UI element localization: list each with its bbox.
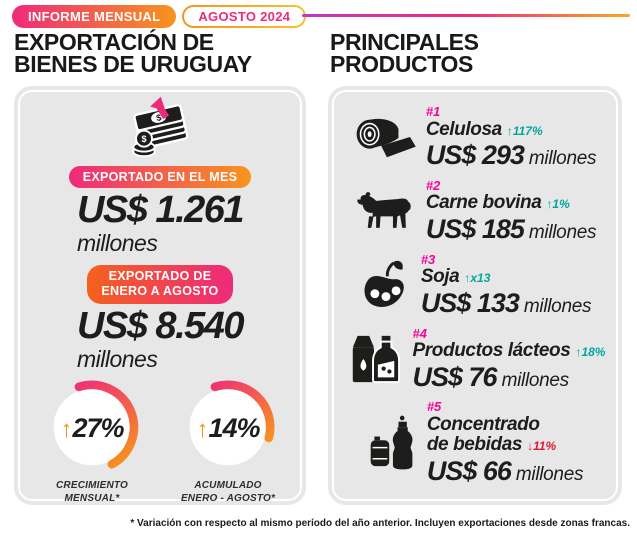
up-arrow-icon: ↑: [575, 344, 582, 359]
change-badge: ↑117%: [506, 123, 543, 138]
ytd-export-value: US$ 8.540 millones: [76, 305, 245, 372]
product-name: Concentrado: [426, 413, 540, 435]
svg-text:$: $: [141, 134, 146, 144]
exports-card: $ $ EXPORTADO EN EL MES US$ 1.261 millon…: [14, 86, 306, 505]
ytd-growth-gauge: ↑14% ACUMULADO ENERO - AGOSTO*: [172, 379, 284, 505]
product-rank: #3: [420, 251, 436, 267]
product-name-line2: de bebidas ↓11%: [426, 434, 557, 456]
up-arrow-icon: ↑: [546, 197, 553, 212]
product-value: US$ 185: [425, 214, 525, 245]
up-arrow-icon: ↑: [196, 416, 209, 443]
gauge-chart: [53, 380, 139, 469]
pulp-roll-icon: [354, 113, 416, 163]
month-badge: AGOSTO 2024: [182, 5, 307, 28]
product-value: US$ 66: [426, 456, 512, 487]
gauge-chart: [189, 380, 275, 466]
product-row: #2 Carne bovina ↑1% US$ 185 millones: [334, 178, 616, 245]
header-badges: INFORME MENSUAL AGOSTO 2024: [12, 5, 307, 28]
cow-icon: [354, 188, 416, 234]
growth-gauges: ↑27% CRECIMIENTO MENSUAL*: [36, 379, 284, 505]
products-card: #1 Celulosa ↑117% US$ 293 millones #2 Carn…: [328, 86, 622, 505]
product-name: Carne bovina ↑1%: [425, 192, 570, 214]
svg-text:$: $: [155, 112, 162, 123]
change-badge: ↑x13: [464, 271, 491, 286]
report-type-badge: INFORME MENSUAL: [12, 5, 177, 28]
gauge-label: CRECIMIENTO MENSUAL*: [55, 480, 129, 504]
product-rank: #2: [425, 178, 441, 193]
product-value: US$ 293: [425, 140, 525, 171]
up-arrow-icon: ↑: [464, 271, 471, 286]
right-section-title: PRINCIPALES PRODUCTOS: [330, 29, 479, 77]
footnote: * Variación con respecto al mismo períod…: [130, 518, 630, 529]
product-name: Celulosa ↑117%: [425, 118, 543, 140]
product-rank: #5: [426, 399, 442, 415]
product-rank: #1: [425, 104, 441, 120]
down-arrow-icon: ↓: [527, 439, 534, 454]
product-rank: #4: [412, 325, 427, 341]
gauge-label: ACUMULADO ENERO - AGOSTO*: [180, 480, 276, 504]
dairy-products-icon: [345, 332, 403, 386]
header-line: [302, 14, 630, 17]
month-export-value: US$ 1.261 millones: [76, 188, 245, 256]
product-row: #3 Soja ↑x13 US$ 133 millones: [334, 251, 616, 318]
change-badge: ↑18%: [575, 344, 606, 359]
product-row: #1 Celulosa ↑117% US$ 293 millones: [334, 104, 616, 171]
change-badge: ↓11%: [527, 439, 557, 454]
product-value: US$ 76: [412, 361, 498, 392]
up-arrow-icon: ↑: [506, 123, 513, 138]
money-stack-icon: $ $: [132, 96, 189, 158]
monthly-growth-gauge: ↑27% CRECIMIENTO MENSUAL*: [36, 379, 148, 505]
change-badge: ↑1%: [546, 197, 570, 212]
product-value: US$ 133: [420, 287, 520, 318]
product-row: #4 Productos lácteos ↑18% US$ 76 millones: [334, 325, 616, 392]
beverage-bottles-icon: [367, 414, 417, 472]
product-row: #5 Concentrado de bebidas ↓11% US$ 66 mill…: [334, 399, 616, 487]
up-arrow-icon: ↑: [60, 416, 73, 443]
left-section-title: EXPORTACIÓN DE BIENES DE URUGUAY: [14, 29, 252, 77]
exported-ytd-badge: EXPORTADO DE ENERO A AGOSTO: [87, 264, 233, 305]
product-name: Soja ↑x13: [420, 266, 491, 288]
product-name: Productos lácteos ↑18%: [412, 339, 606, 361]
exported-month-badge: EXPORTADO EN EL MES: [68, 165, 252, 188]
soybean-pod-icon: [359, 258, 411, 312]
